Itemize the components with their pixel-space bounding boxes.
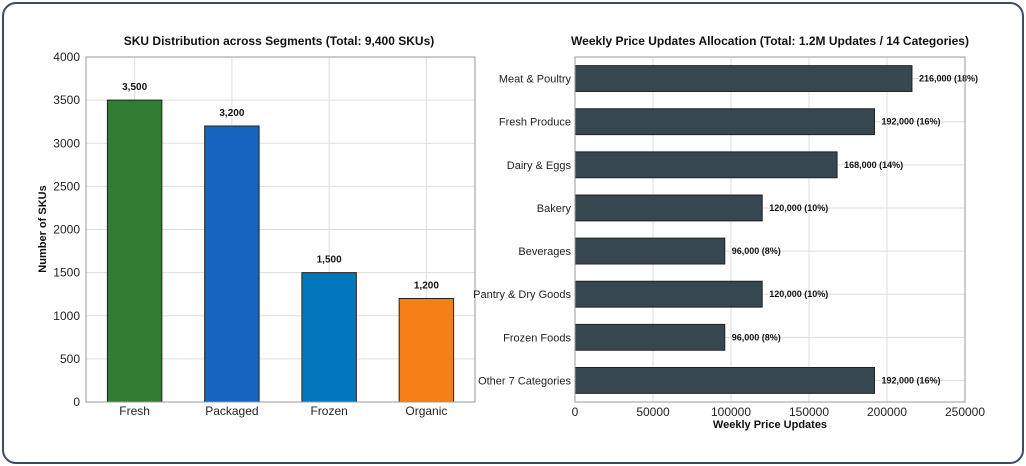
right-bar xyxy=(574,323,726,351)
right-x-axis-label: Weekly Price Updates xyxy=(713,419,827,431)
right-y-tick-label: Pantry & Dry Goods xyxy=(473,289,571,301)
right-x-tick-label: 0 xyxy=(572,405,579,419)
right-x-tick-label: 50000 xyxy=(636,405,670,419)
weekly-price-updates-chart: Weekly Price Updates Allocation (Total: … xyxy=(473,34,985,431)
left-bar-value-label: 3,200 xyxy=(219,108,244,119)
left-y-tick-label: 1500 xyxy=(53,266,80,280)
right-x-tick-label: 150000 xyxy=(789,405,829,419)
left-bar-value-label: 1,200 xyxy=(414,281,439,292)
left-x-tick-label: Packaged xyxy=(205,404,258,418)
left-bar xyxy=(398,298,455,403)
right-bar xyxy=(574,367,876,394)
right-y-tick-label: Meat & Poultry xyxy=(499,74,572,86)
right-bar-value-label: 168,000 (14%) xyxy=(844,160,903,170)
right-bar-value-label: 120,000 (10%) xyxy=(769,203,828,213)
right-chart-title: Weekly Price Updates Allocation (Total: … xyxy=(571,34,969,48)
left-bar-value-label: 1,500 xyxy=(317,255,342,266)
left-y-axis-label: Number of SKUs xyxy=(37,185,49,272)
right-bar xyxy=(574,108,876,136)
right-bar xyxy=(574,194,763,222)
left-x-tick-label: Fresh xyxy=(119,404,150,418)
right-y-tick-label: Bakery xyxy=(537,203,572,215)
right-bar-value-label: 192,000 (16%) xyxy=(882,375,941,385)
right-bar xyxy=(574,237,726,265)
right-bar-value-label: 192,000 (16%) xyxy=(882,117,941,127)
right-y-tick-label: Beverages xyxy=(518,246,571,258)
left-y-tick-label: 500 xyxy=(60,352,80,366)
left-y-tick-label: 2500 xyxy=(53,179,80,193)
left-x-tick-label: Frozen xyxy=(310,404,347,418)
left-chart-title: SKU Distribution across Segments (Total:… xyxy=(124,34,435,48)
left-bar xyxy=(301,272,357,403)
right-y-tick-label: Other 7 Categories xyxy=(478,375,571,387)
sku-distribution-chart: SKU Distribution across Segments (Total:… xyxy=(37,34,476,418)
right-bar-value-label: 96,000 (8%) xyxy=(732,332,781,342)
right-bar xyxy=(574,280,763,308)
left-bar xyxy=(204,125,260,403)
left-y-tick-label: 1000 xyxy=(53,309,80,323)
left-plot-area xyxy=(85,56,476,403)
right-bar xyxy=(574,65,913,92)
right-y-tick-label: Fresh Produce xyxy=(499,117,571,129)
right-x-tick-label: 200000 xyxy=(867,405,907,419)
left-x-tick-label: Organic xyxy=(405,404,447,418)
left-y-tick-label: 3000 xyxy=(53,136,80,150)
right-bar xyxy=(574,151,838,179)
right-bar-value-label: 216,000 (18%) xyxy=(919,74,978,84)
right-y-tick-label: Frozen Foods xyxy=(503,332,571,344)
left-y-tick-label: 0 xyxy=(73,395,80,409)
right-plot-area xyxy=(574,56,966,403)
right-x-tick-label: 100000 xyxy=(711,405,751,419)
right-bar-value-label: 120,000 (10%) xyxy=(769,289,828,299)
left-y-tick-label: 4000 xyxy=(53,50,80,64)
left-y-tick-label: 3500 xyxy=(53,93,80,107)
left-bar xyxy=(106,99,163,403)
right-y-tick-label: Dairy & Eggs xyxy=(507,160,572,172)
left-y-tick-label: 2000 xyxy=(53,223,80,237)
left-bar-value-label: 3,500 xyxy=(122,82,147,93)
right-bar-value-label: 96,000 (8%) xyxy=(732,246,781,256)
right-x-tick-label: 250000 xyxy=(945,405,985,419)
